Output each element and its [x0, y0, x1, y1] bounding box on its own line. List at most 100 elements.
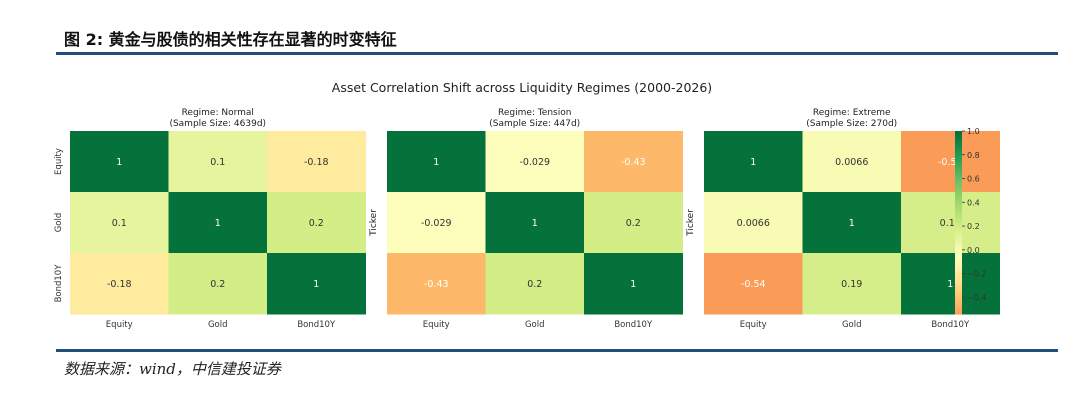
top-rule	[56, 52, 1058, 55]
cell-value-label: 0.0066	[737, 218, 770, 229]
colorbar-segment	[955, 222, 962, 227]
panel-title-line1: Regime: Normal	[182, 108, 254, 118]
heatmap-cell	[70, 253, 169, 315]
colorbar-segment	[955, 182, 962, 187]
colorbar-tick-label: 0.8	[967, 151, 980, 160]
heatmap-cell	[704, 253, 803, 315]
panel-title-line2: (Sample Size: 270d)	[806, 119, 897, 129]
heatmap-cell	[485, 131, 585, 193]
cell-value-label: 0.19	[940, 218, 961, 229]
source-note: 数据来源：wind，中信建投证券	[64, 360, 281, 378]
colorbar-segment	[955, 149, 962, 153]
x-tick-label: Bond10Y	[931, 320, 970, 330]
colorbar-segment	[955, 161, 962, 166]
colorbar-segment	[955, 155, 962, 160]
x-tick-label: Equity	[740, 320, 767, 330]
cell-value-label: 1	[532, 218, 538, 229]
colorbar-segment	[955, 146, 962, 150]
cell-value-label: -0.43	[424, 279, 449, 290]
colorbar-segment	[955, 237, 962, 242]
bottom-rule	[56, 349, 1058, 352]
colorbar-segment	[955, 240, 962, 245]
cell-value-label: 1	[215, 218, 221, 229]
y-tick-label: Equity	[54, 148, 64, 175]
heatmap-cell	[901, 131, 1000, 193]
colorbar-segment	[955, 262, 962, 266]
cell-value-label: -0.029	[421, 218, 452, 229]
cell-value-label: -0.18	[304, 157, 329, 168]
heatmap-cell	[704, 131, 803, 193]
colorbar-segment	[955, 152, 962, 156]
colorbar-segment	[955, 179, 962, 184]
cell-value-label: -0.43	[621, 157, 646, 168]
y-axis-label: Ticker	[369, 209, 379, 237]
heatmap-cell	[802, 131, 902, 193]
colorbar-segment	[955, 225, 962, 230]
cell-value-label: -0.18	[107, 279, 132, 290]
y-tick-label: Bond10Y	[54, 264, 64, 303]
colorbar-segment	[955, 204, 962, 208]
heatmap-cell	[802, 253, 902, 315]
colorbar-segment	[955, 176, 962, 181]
heatmap-cell	[901, 253, 1000, 315]
colorbar-segment	[955, 134, 962, 138]
cell-value-label: 0.2	[210, 279, 225, 290]
colorbar-segment	[955, 185, 962, 190]
colorbar-segment	[955, 131, 962, 135]
colorbar-segment	[955, 310, 962, 315]
figure-title: 图 2: 黄金与股债的相关性存在显著的时变特征	[64, 30, 397, 49]
cell-value-label: 1	[433, 157, 439, 168]
colorbar-segment	[955, 173, 962, 178]
colorbar-segment	[955, 167, 962, 172]
panel-title-line2: (Sample Size: 4639d)	[169, 119, 266, 129]
colorbar-segment	[955, 304, 962, 309]
colorbar-segment	[955, 195, 962, 199]
cell-value-label: 0.1	[210, 157, 225, 168]
x-tick-label: Gold	[525, 320, 545, 330]
heatmap-cell	[267, 253, 366, 315]
heatmap-cell	[584, 131, 683, 193]
heatmap-cell	[802, 192, 902, 254]
x-tick-label: Equity	[423, 320, 450, 330]
colorbar-segment	[955, 143, 962, 147]
colorbar-segment	[955, 213, 962, 217]
x-tick-label: Equity	[106, 320, 133, 330]
colorbar-segment	[955, 170, 962, 175]
colorbar-segment	[955, 286, 962, 291]
heatmap-cell	[584, 192, 683, 254]
cell-value-label: 1	[630, 279, 636, 290]
cell-value-label: -0.54	[741, 279, 766, 290]
cell-value-label: 1	[947, 279, 953, 290]
colorbar-segment	[955, 243, 962, 248]
heatmap-cell	[70, 192, 169, 254]
y-axis-label: Ticker	[686, 209, 696, 237]
y-tick-label: Gold	[54, 213, 64, 233]
colorbar-segment	[955, 268, 962, 272]
panel-title-line2: (Sample Size: 447d)	[489, 119, 580, 129]
colorbar-tick-label: −0.2	[967, 270, 986, 279]
colorbar-segment	[955, 259, 962, 263]
colorbar-tick-label: −0.4	[967, 293, 986, 302]
colorbar-segment	[955, 249, 962, 254]
colorbar-segment	[955, 289, 962, 294]
colorbar-segment	[955, 246, 962, 251]
heatmap-cell	[485, 192, 585, 254]
cell-value-label: 0.0066	[835, 157, 868, 168]
heatmap-cell	[267, 192, 366, 254]
colorbar-segment	[955, 198, 962, 202]
colorbar-segment	[955, 253, 962, 257]
colorbar-tick-label: 0.0	[967, 246, 980, 255]
colorbar-segment	[955, 295, 962, 300]
colorbar-segment	[955, 210, 962, 214]
cell-value-label: 0.2	[626, 218, 641, 229]
colorbar-segment	[955, 207, 962, 211]
cell-value-label: -0.029	[519, 157, 550, 168]
colorbar-segment	[955, 188, 962, 193]
colorbar-segment	[955, 219, 962, 224]
heatmap-cell	[387, 253, 486, 315]
cell-value-label: 1	[313, 279, 319, 290]
colorbar-segment	[955, 192, 962, 196]
cell-value-label: 0.2	[309, 218, 324, 229]
cell-value-label: 1	[750, 157, 756, 168]
